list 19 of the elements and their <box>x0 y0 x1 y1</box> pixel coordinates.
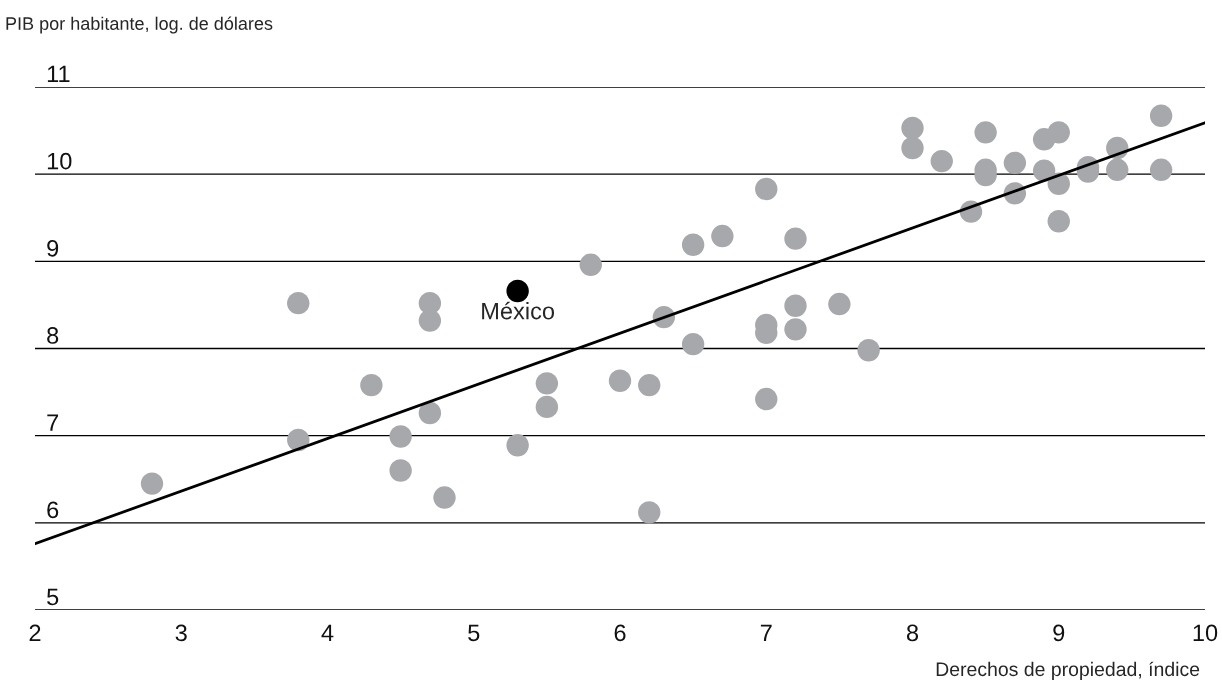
x-axis-title: Derechos de propiedad, índice <box>936 661 1200 680</box>
annotation: México <box>482 301 555 320</box>
x-tick-label: 4 <box>321 624 334 641</box>
y-tick-label: 7 <box>47 414 59 431</box>
x-tick-label: 9 <box>1053 624 1065 642</box>
x-tick-label: 10 <box>1193 624 1218 642</box>
x-tick-label: 3 <box>175 624 187 642</box>
y-tick-label: 6 <box>47 501 59 519</box>
x-tick-label: 7 <box>760 624 772 641</box>
y-tick-label: 8 <box>47 327 59 344</box>
x-tick-label: 6 <box>614 624 626 642</box>
y-axis-title: PIB por habitante, log. de dólares <box>6 16 273 34</box>
y-tick-label: 10 <box>47 152 72 170</box>
y-tick-label: 9 <box>47 239 59 257</box>
y-tick-label: 5 <box>47 588 59 606</box>
x-tick-label: 8 <box>906 624 919 642</box>
x-tick-label: 2 <box>29 624 41 641</box>
y-tick-label: 11 <box>47 65 70 83</box>
x-tick-label: 5 <box>468 624 480 642</box>
